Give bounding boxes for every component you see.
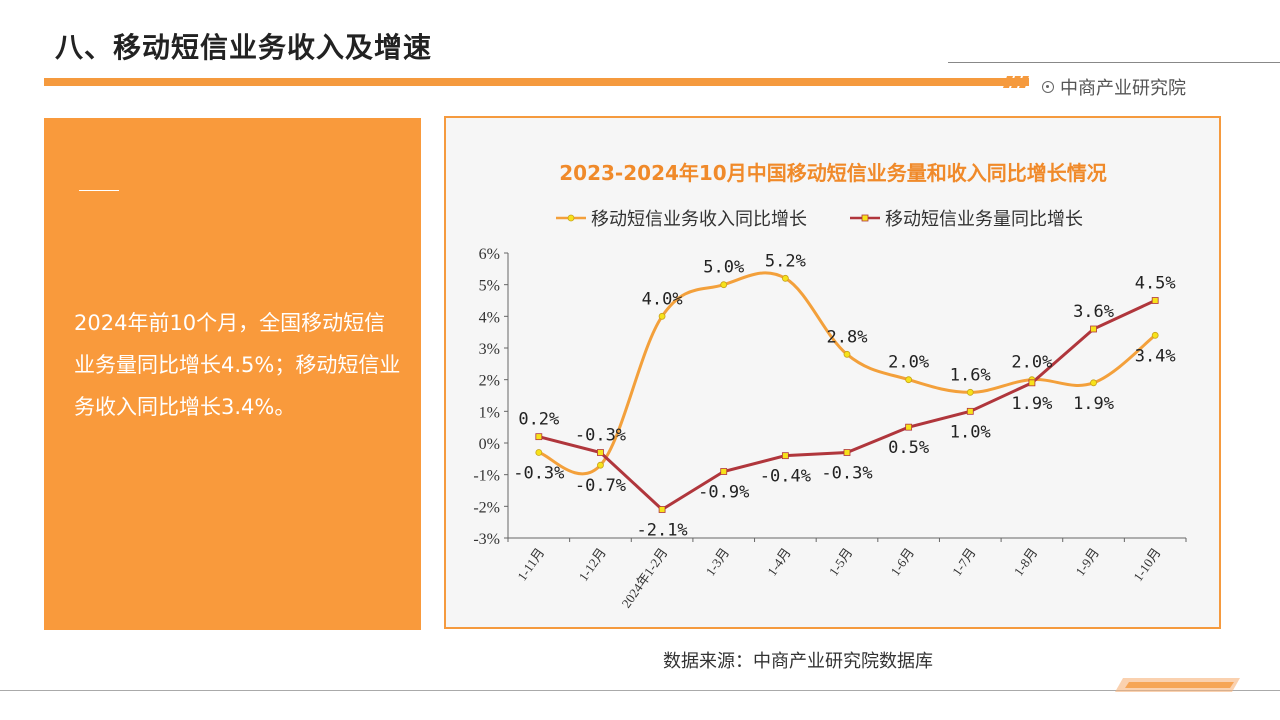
data-point-volume (658, 506, 666, 513)
y-tick-label: 6% (479, 246, 500, 263)
data-point-income (966, 388, 974, 396)
title-stripes-decoration (1003, 76, 1029, 88)
data-point-volume (1028, 379, 1036, 387)
data-label-income: 1.9% (1073, 394, 1114, 414)
x-tick-label: 1-4月 (764, 545, 794, 578)
brand-name: 中商产业研究院 (1060, 78, 1186, 99)
x-tick-label: 1-7月 (949, 545, 979, 578)
data-source: 数据来源：中商产业研究院数据库 (663, 651, 933, 672)
data-point-income (781, 274, 789, 282)
x-tick-label: 1-8月 (1011, 545, 1041, 578)
data-point-volume (966, 407, 974, 415)
data-point-income (1090, 379, 1097, 387)
data-label-volume: 0.5% (888, 438, 929, 458)
data-label-income: 4.0% (642, 289, 683, 309)
x-tick-label: 1-5月 (826, 545, 856, 578)
data-point-income (535, 449, 543, 456)
y-tick-label: -1% (473, 468, 500, 485)
data-point-volume (1090, 325, 1097, 333)
data-label-income: 5.0% (703, 258, 744, 278)
data-label-income: -0.7% (575, 476, 626, 496)
legend-label-0: 移动短信业务收入同比增长 (591, 209, 807, 230)
legend-marker-0 (567, 214, 575, 222)
y-tick-label: 2% (479, 373, 500, 390)
legend-marker-1 (861, 214, 869, 222)
data-point-volume (597, 449, 604, 456)
data-label-volume: 3.6% (1073, 302, 1114, 322)
data-label-volume: -0.9% (698, 483, 749, 503)
data-label-volume: -0.3% (575, 426, 626, 446)
y-tick-label: 4% (479, 309, 500, 326)
data-point-income (720, 281, 728, 289)
y-tick-label: -3% (473, 531, 500, 548)
legend-label-1: 移动短信业务量同比增长 (885, 209, 1083, 230)
x-tick-label: 1-11月 (514, 545, 547, 583)
data-point-income (1151, 331, 1159, 339)
data-label-income: 3.4% (1135, 346, 1176, 366)
data-point-income (843, 350, 851, 358)
data-label-volume: -0.4% (760, 467, 811, 487)
x-tick-label: 1-3月 (702, 545, 732, 578)
page-title: 八、移动短信业务收入及增速 (55, 31, 433, 64)
data-point-income (905, 376, 913, 384)
x-tick-label: 1-12月 (575, 545, 608, 584)
data-label-volume: 1.0% (950, 422, 991, 442)
data-label-income: 2.0% (1011, 353, 1052, 373)
data-label-volume: 1.9% (1011, 394, 1052, 414)
data-label-income: 1.6% (950, 365, 991, 385)
y-tick-label: 3% (479, 341, 500, 358)
y-tick-label: -2% (473, 499, 500, 516)
summary-text: 2024年前10个月，全国移动短信业务量同比增长4.5%；移动短信业务收入同比增… (74, 311, 401, 419)
chart-title: 2023-2024年10月中国移动短信业务量和收入同比增长情况 (559, 161, 1106, 185)
summary-panel: 2024年前10个月，全国移动短信业务量同比增长4.5%；移动短信业务收入同比增… (44, 118, 421, 630)
title-divider-line (948, 62, 1280, 63)
data-label-volume: 4.5% (1135, 274, 1176, 294)
x-tick-label: 1-9月 (1072, 545, 1102, 578)
title-underline-bar (44, 78, 1029, 86)
data-point-volume (720, 468, 728, 475)
x-tick-label: 1-10月 (1130, 545, 1163, 584)
data-point-volume (1151, 297, 1159, 304)
y-tick-label: 5% (479, 278, 500, 295)
data-point-income (597, 461, 604, 469)
series-line-0 (538, 271, 1157, 476)
y-tick-label: 0% (479, 436, 500, 453)
footer-line (0, 690, 1280, 691)
data-point-income (658, 312, 666, 320)
data-label-income: 5.2% (765, 251, 806, 271)
line-chart: 2023-2024年10月中国移动短信业务量和收入同比增长情况移动短信业务收入同… (473, 161, 1187, 611)
brand-label: 中商产业研究院 (1042, 74, 1186, 100)
data-point-volume (535, 433, 543, 441)
data-point-volume (905, 423, 913, 431)
data-label-volume: 0.2% (518, 410, 559, 430)
brand-target-icon (1042, 81, 1054, 93)
chart-container: 2023-2024年10月中国移动短信业务量和收入同比增长情况移动短信业务收入同… (444, 116, 1221, 629)
data-point-volume (781, 452, 789, 460)
data-label-income: -0.3% (513, 464, 564, 484)
data-point-volume (843, 449, 851, 456)
summary-dash (79, 190, 119, 191)
data-label-income: 2.8% (827, 327, 868, 347)
data-label-income: 2.0% (888, 353, 929, 373)
x-tick-label: 1-6月 (887, 545, 917, 578)
y-tick-label: 1% (479, 404, 500, 421)
data-label-volume: -0.3% (821, 464, 872, 484)
data-label-volume: -2.1% (636, 521, 687, 541)
footer-stripes-decoration (1115, 678, 1240, 692)
x-tick-label: 2024年1-2月 (618, 545, 670, 610)
